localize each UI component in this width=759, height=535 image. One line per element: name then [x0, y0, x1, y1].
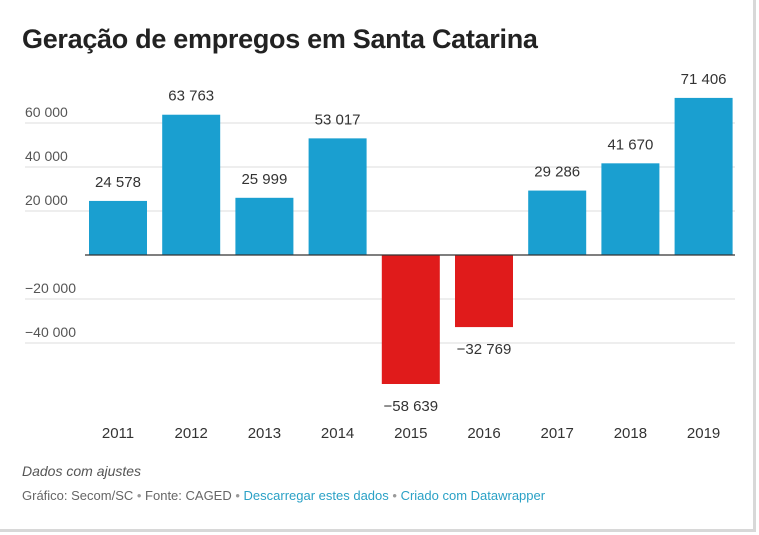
y-axis-ticks: 60 000 40 000 20 000 −20 000 −40 000: [25, 104, 76, 340]
x-tick-label: 2019: [687, 425, 720, 442]
x-tick-label: 2014: [321, 425, 354, 442]
bar-chart: 60 000 40 000 20 000 −20 000 −40 000 24 578 6…: [25, 71, 735, 442]
x-axis-ticks: 2011 2012 2013 2014 2015 2016 2017 2018 2019: [102, 425, 720, 442]
value-label: 63 763: [168, 88, 214, 105]
chart-title: Geração de empregos em Santa Catarina: [22, 24, 538, 54]
y-tick-label: 20 000: [25, 192, 68, 208]
y-tick-label: 60 000: [25, 104, 68, 120]
bars: [89, 97, 733, 385]
bar-2015: [381, 255, 440, 385]
value-label: 24 578: [95, 174, 141, 191]
bar-2013: [235, 197, 294, 255]
x-tick-label: 2016: [467, 425, 500, 442]
bar-2019: [674, 97, 733, 255]
bar-2012: [162, 114, 221, 255]
bar-2018: [601, 163, 660, 255]
value-label: 41 670: [607, 136, 653, 153]
value-label: 29 286: [534, 164, 580, 181]
y-tick-label: 40 000: [25, 148, 68, 164]
bar-2016: [455, 255, 513, 328]
bar-2017: [528, 190, 587, 255]
y-tick-label: −20 000: [25, 280, 76, 296]
bar-2011: [89, 200, 147, 255]
x-tick-label: 2015: [394, 425, 427, 442]
chart-note: Dados com ajustes: [22, 463, 142, 479]
x-tick-label: 2017: [541, 425, 574, 442]
footer-separator: •: [231, 488, 244, 503]
value-label: 71 406: [681, 71, 727, 88]
download-data-link[interactable]: Descarregar estes dados: [243, 488, 389, 503]
value-label: 53 017: [315, 111, 361, 128]
footer-separator: •: [388, 488, 401, 503]
footer-source: Fonte: CAGED: [145, 488, 232, 503]
chart-footer: Gráfico: Secom/SC • Fonte: CAGED • Desca…: [22, 488, 545, 503]
value-label: −58 639: [383, 398, 438, 415]
x-tick-label: 2013: [248, 425, 281, 442]
y-tick-label: −40 000: [25, 324, 76, 340]
x-tick-label: 2012: [175, 425, 208, 442]
bar-2014: [308, 138, 367, 255]
footer-separator: •: [133, 488, 146, 503]
value-label: −32 769: [457, 341, 512, 358]
x-tick-label: 2018: [614, 425, 647, 442]
footer-chart-by: Gráfico: Secom/SC: [22, 488, 134, 503]
value-label: 25 999: [241, 171, 287, 188]
value-labels: 24 578 63 763 25 999 53 017 −58 639 −32 769 29…: [95, 71, 726, 415]
datawrapper-credit-link[interactable]: Criado com Datawrapper: [400, 488, 546, 503]
x-tick-label: 2011: [102, 425, 134, 442]
